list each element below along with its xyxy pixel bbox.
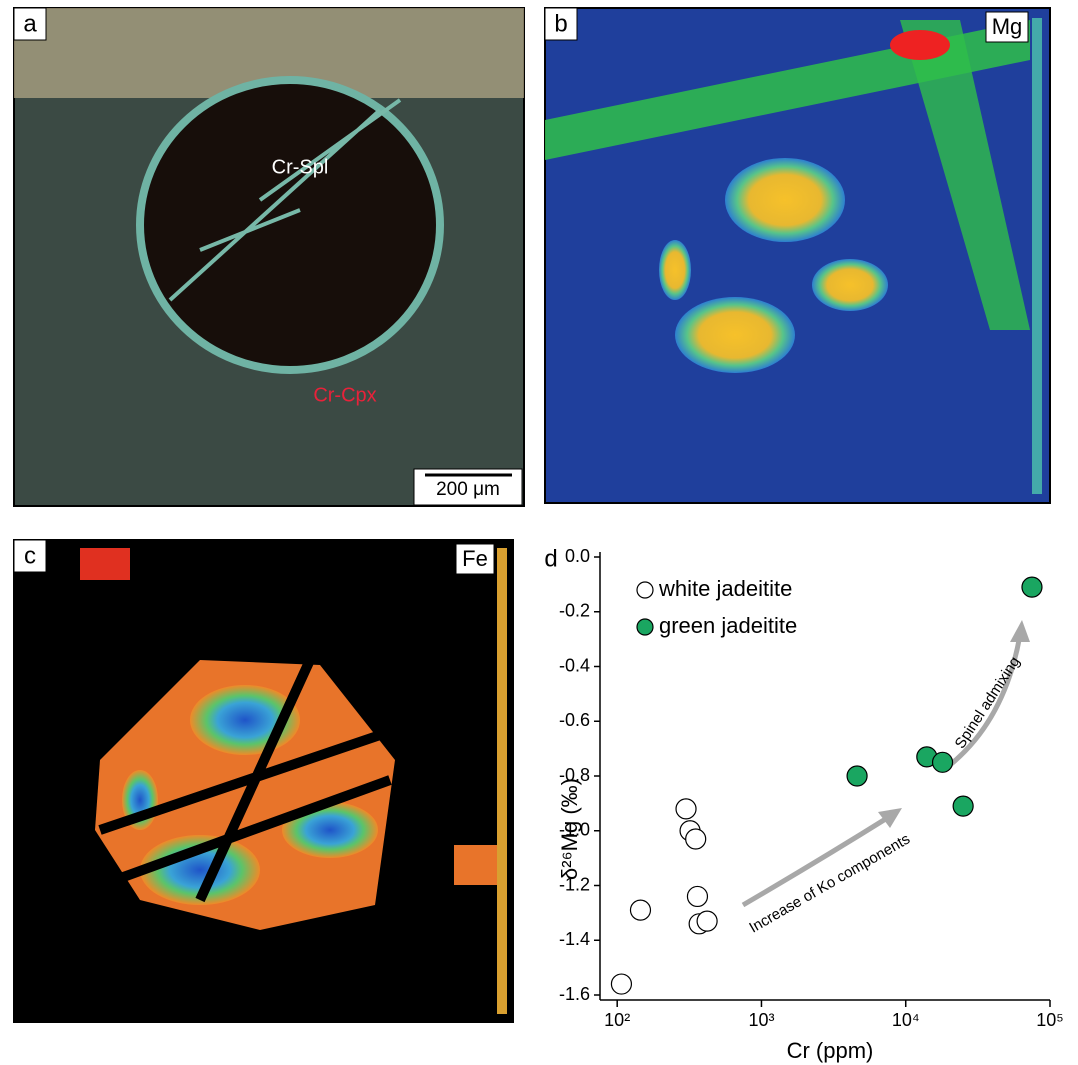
x-tick-label: 10²: [604, 1010, 630, 1030]
data-point: [611, 974, 631, 994]
y-tick-label: 0.0: [565, 546, 590, 566]
panel-d: d Increase of Ko components Spinel admix…: [544, 545, 1063, 1062]
hotspot: [890, 30, 950, 60]
data-point: [676, 799, 696, 819]
mg-region: [659, 240, 691, 300]
mg-region: [725, 158, 845, 242]
y-tick-label: -1.0: [559, 820, 590, 840]
legend-label: green jadeitite: [659, 613, 797, 638]
mg-region: [675, 297, 795, 373]
arrow-head: [878, 808, 902, 828]
data-point: [686, 829, 706, 849]
scale-label: 200 μm: [436, 479, 500, 500]
color-bar: [1032, 18, 1042, 494]
panel-c: c Fe: [14, 540, 513, 1022]
element-label: Fe: [462, 546, 488, 571]
mineral-label: Cr-Spl: [272, 156, 329, 178]
grain: [454, 845, 499, 885]
grain: [80, 548, 130, 580]
x-axis-label: Cr (ppm): [787, 1038, 874, 1063]
data-point: [1022, 577, 1042, 597]
y-tick-label: -0.4: [559, 655, 590, 675]
legend-marker: [637, 582, 653, 598]
data-point: [847, 766, 867, 786]
mg-region: [812, 259, 888, 311]
data-point: [687, 886, 707, 906]
mineral-label: Cr-Cpx: [313, 384, 376, 406]
panel-letter: d: [544, 545, 557, 572]
data-point: [953, 796, 973, 816]
panel-b: b Mg: [545, 8, 1050, 503]
x-tick-label: 10³: [748, 1010, 774, 1030]
legend-label: white jadeitite: [658, 576, 792, 601]
x-tick-label: 10⁴: [892, 1010, 920, 1030]
y-tick-label: -0.8: [559, 765, 590, 785]
y-tick-label: -0.2: [559, 601, 590, 621]
data-point: [630, 900, 650, 920]
panel-a: a Cr-Spl Cr-Cpx 200 μm: [14, 8, 524, 506]
arrow-head: [1010, 620, 1030, 642]
x-tick-label: 10⁵: [1036, 1010, 1063, 1030]
annotation: Increase of Ko components: [746, 831, 913, 937]
figure: a Cr-Spl Cr-Cpx 200 μm b Mg c: [0, 0, 1078, 1065]
panel-letter: a: [23, 10, 37, 37]
panel-letter: c: [24, 542, 36, 569]
legend-marker: [637, 619, 653, 635]
panel-letter: b: [554, 10, 567, 37]
annotation: Spinel admixing: [952, 654, 1024, 752]
element-label: Mg: [992, 14, 1023, 39]
data-point: [933, 752, 953, 772]
data-point: [697, 911, 717, 931]
color-bar: [497, 548, 507, 1014]
y-tick-label: -1.4: [559, 929, 590, 949]
y-tick-label: -0.6: [559, 710, 590, 730]
y-tick-label: -1.6: [559, 984, 590, 1004]
y-tick-label: -1.2: [559, 874, 590, 894]
crystal: [140, 80, 440, 370]
